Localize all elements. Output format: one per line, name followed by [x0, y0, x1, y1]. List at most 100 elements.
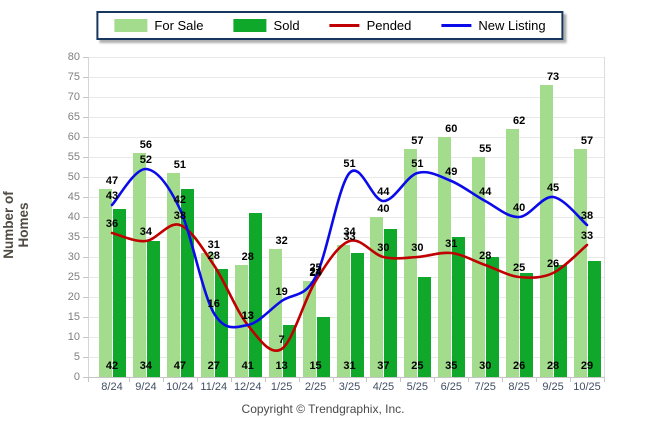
- value-label-sold: 27: [207, 360, 220, 372]
- y-axis-tick-label: 50: [67, 171, 80, 183]
- value-label-pended: 31: [445, 238, 458, 250]
- x-axis-tick: [230, 378, 232, 382]
- bar-sold: [452, 237, 466, 377]
- x-axis-tick: [536, 378, 538, 382]
- legend-item-sold: Sold: [233, 18, 300, 33]
- legend-swatch-sold: [233, 19, 267, 32]
- x-axis-tick: [196, 378, 198, 382]
- bar-sold: [350, 253, 364, 377]
- y-axis-tick-label: 60: [67, 131, 80, 143]
- y-axis-tick-label: 25: [67, 271, 80, 283]
- bar-sold: [520, 273, 534, 377]
- gridline: [88, 156, 604, 158]
- x-axis-tick: [332, 378, 334, 382]
- value-label-for-sale: 31: [207, 239, 220, 251]
- value-label-pended: 33: [580, 230, 594, 242]
- x-axis-tick: [128, 378, 130, 382]
- value-label-sold: 26: [513, 360, 526, 372]
- y-axis-tick-label: 35: [67, 231, 80, 243]
- value-label-for-sale: 56: [139, 139, 153, 151]
- value-label-new-listing: 45: [546, 182, 560, 194]
- x-axis-tick: [366, 378, 368, 382]
- value-label-pended: 24: [309, 266, 322, 278]
- value-label-for-sale: 40: [377, 203, 390, 215]
- value-label-pended: 28: [479, 250, 492, 262]
- value-label-pended: 38: [173, 210, 186, 222]
- gridline: [88, 196, 604, 198]
- bar-for-sale: [472, 157, 486, 377]
- x-axis-label: 6/25: [440, 381, 462, 393]
- bar-sold: [282, 325, 296, 377]
- x-axis-label: 1/25: [270, 381, 293, 393]
- y-axis-tick-label: 70: [67, 91, 80, 103]
- y-axis-tick-label: 30: [67, 251, 80, 263]
- y-axis-tick-label: 65: [67, 111, 80, 123]
- value-label-new-listing: 13: [241, 310, 254, 322]
- value-label-new-listing: 40: [513, 202, 526, 214]
- value-label-pended: 36: [105, 218, 119, 230]
- value-label-for-sale: 62: [513, 115, 526, 127]
- bar-for-sale: [99, 189, 112, 377]
- y-axis-tick: [83, 356, 88, 358]
- y-axis-tick: [83, 236, 88, 238]
- x-axis-label: 9/25: [542, 381, 564, 393]
- legend-label-sold: Sold: [273, 18, 300, 33]
- gridline: [88, 56, 604, 58]
- value-label-sold: 37: [377, 360, 390, 372]
- value-label-sold: 29: [580, 360, 594, 372]
- gridline: [88, 236, 604, 238]
- value-label-for-sale: 47: [105, 175, 119, 187]
- legend: For Sale Sold Pended New Listing: [96, 11, 564, 40]
- value-label-sold: 25: [411, 360, 424, 372]
- bar-sold: [588, 261, 601, 377]
- value-label-pended: 28: [207, 250, 220, 262]
- value-label-new-listing: 52: [139, 154, 153, 166]
- value-label-for-sale: 33: [343, 231, 356, 243]
- value-label-pended: 30: [411, 242, 424, 254]
- x-axis-tick: [264, 378, 266, 382]
- gridline: [88, 96, 604, 98]
- y-axis-tick-label: 75: [67, 71, 80, 83]
- value-label-for-sale: 51: [173, 159, 186, 171]
- value-label-for-sale: 24: [309, 267, 322, 279]
- y-axis-tick-label: 20: [67, 291, 80, 303]
- value-label-pended: 13: [241, 310, 254, 322]
- value-label-new-listing: 42: [173, 194, 186, 206]
- legend-swatch-new-listing: [441, 24, 472, 27]
- bar-sold: [146, 241, 160, 377]
- legend-swatch-pended: [329, 24, 360, 27]
- bar-sold: [554, 265, 568, 377]
- value-label-for-sale: 55: [479, 143, 492, 155]
- x-axis-tick: [570, 378, 572, 382]
- value-label-for-sale: 28: [241, 251, 254, 263]
- value-label-new-listing: 44: [377, 186, 390, 198]
- bar-for-sale: [574, 149, 587, 377]
- y-axis-tick: [83, 196, 88, 198]
- value-label-new-listing: 19: [275, 286, 288, 298]
- bar-for-sale: [506, 129, 520, 377]
- y-axis-tick: [83, 136, 88, 138]
- value-label-new-listing: 43: [105, 190, 119, 202]
- value-label-pended: 26: [546, 258, 560, 270]
- bar-sold: [418, 277, 432, 377]
- x-axis-tick: [88, 378, 89, 382]
- gridline: [88, 136, 604, 138]
- y-axis-tick: [83, 376, 88, 378]
- value-label-for-sale: 60: [445, 123, 458, 135]
- value-label-new-listing: 44: [479, 186, 492, 198]
- value-label-pended: 34: [343, 226, 356, 238]
- x-axis-label: 10/25: [573, 381, 601, 393]
- value-label-for-sale: 32: [275, 235, 288, 247]
- y-axis-tick: [83, 336, 88, 338]
- legend-item-new-listing: New Listing: [441, 18, 546, 33]
- value-label-new-listing: 16: [207, 298, 220, 310]
- pended-line: [110, 223, 589, 352]
- x-axis-label: 5/25: [406, 381, 429, 393]
- y-axis-tick: [83, 296, 88, 298]
- gridline: [88, 76, 604, 78]
- value-label-sold: 47: [173, 360, 186, 372]
- x-axis-tick: [298, 378, 300, 382]
- y-axis-tick: [83, 316, 88, 318]
